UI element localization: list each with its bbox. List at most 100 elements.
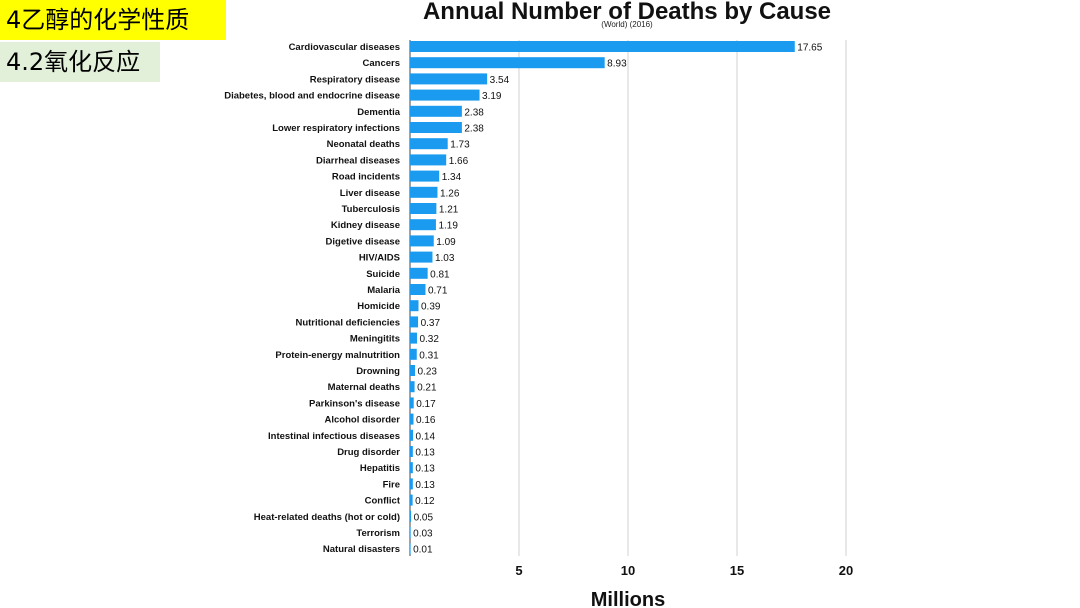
category-label: Respiratory disease bbox=[310, 74, 400, 85]
x-tick-label: 15 bbox=[730, 563, 744, 578]
category-label: Fire bbox=[383, 479, 400, 490]
bar bbox=[410, 154, 447, 166]
category-label: Protein-energy malnutrition bbox=[275, 350, 400, 361]
bar bbox=[410, 203, 437, 214]
bar bbox=[410, 397, 414, 409]
bar bbox=[410, 73, 488, 85]
bar bbox=[410, 365, 416, 376]
value-label: 1.09 bbox=[436, 237, 456, 248]
value-label: 1.34 bbox=[442, 172, 462, 183]
value-label: 0.21 bbox=[417, 383, 437, 394]
bar bbox=[410, 89, 480, 101]
bar bbox=[410, 300, 419, 312]
category-label: Meningitits bbox=[350, 334, 400, 345]
value-label: 3.19 bbox=[482, 91, 502, 102]
value-label: 0.01 bbox=[413, 545, 433, 556]
value-label: 2.38 bbox=[464, 107, 484, 118]
value-label: 3.54 bbox=[490, 75, 510, 86]
bar bbox=[410, 446, 413, 457]
category-label: Terrorism bbox=[356, 528, 400, 539]
category-label: Lower respiratory infections bbox=[272, 123, 400, 134]
category-label: Intestinal infectious diseases bbox=[268, 431, 400, 442]
x-tick-label: 20 bbox=[839, 563, 853, 578]
value-label: 1.73 bbox=[450, 140, 470, 151]
category-label: Dementia bbox=[357, 107, 400, 118]
value-label: 1.21 bbox=[439, 205, 459, 216]
category-label: Maternal deaths bbox=[328, 382, 400, 393]
category-label: Alcohol disorder bbox=[325, 415, 401, 426]
category-label: Parkinson's disease bbox=[309, 398, 400, 409]
value-label: 1.26 bbox=[440, 188, 460, 199]
bar bbox=[410, 105, 462, 117]
category-label: Natural disasters bbox=[323, 544, 400, 555]
x-axis-label: Millions bbox=[591, 589, 665, 608]
category-label: Tuberculosis bbox=[342, 204, 400, 215]
bar bbox=[410, 429, 414, 441]
bar bbox=[410, 57, 605, 69]
category-label: Hepatitis bbox=[360, 463, 400, 474]
bar bbox=[410, 138, 448, 150]
value-label: 0.23 bbox=[418, 367, 438, 378]
bar-group: Cardiovascular diseases 17.65 Cancers 8.93 R… bbox=[224, 41, 823, 556]
x-tick-group: 5 10 15 20 bbox=[515, 563, 853, 578]
bar bbox=[410, 122, 462, 133]
bar bbox=[410, 527, 411, 538]
bar bbox=[410, 170, 440, 182]
bar bbox=[410, 543, 411, 555]
bar bbox=[410, 235, 434, 247]
bar bbox=[410, 284, 426, 295]
category-label: Liver disease bbox=[340, 188, 400, 199]
value-label: 0.37 bbox=[421, 318, 441, 329]
x-tick-label: 5 bbox=[515, 563, 522, 578]
chart-grid bbox=[518, 40, 847, 556]
value-label: 0.03 bbox=[413, 529, 433, 540]
category-label: Cancers bbox=[363, 58, 401, 69]
value-label: 0.71 bbox=[428, 286, 448, 297]
bar bbox=[410, 316, 419, 328]
bar bbox=[410, 381, 415, 393]
value-label: 0.05 bbox=[414, 512, 434, 523]
value-label: 8.93 bbox=[607, 59, 627, 70]
value-label: 2.38 bbox=[464, 124, 484, 135]
category-label: Digetive disease bbox=[326, 236, 400, 247]
bar bbox=[410, 494, 413, 506]
value-label: 0.81 bbox=[430, 269, 450, 280]
bar bbox=[410, 332, 417, 344]
value-label: 0.31 bbox=[419, 350, 439, 361]
category-label: Neonatal deaths bbox=[327, 139, 400, 150]
category-label: Cardiovascular diseases bbox=[289, 42, 400, 53]
section-tag-ethanol-properties: 4乙醇的化学性质 bbox=[0, 0, 226, 40]
category-label: Nutritional deficiencies bbox=[295, 317, 400, 328]
x-tick-label: 10 bbox=[621, 563, 635, 578]
chart-title: Annual Number of Deaths by Cause bbox=[423, 0, 831, 25]
bar bbox=[410, 251, 433, 263]
value-label: 0.17 bbox=[416, 399, 436, 410]
category-label: Diabetes, blood and endocrine disease bbox=[224, 91, 400, 102]
value-label: 0.13 bbox=[415, 464, 435, 475]
value-label: 0.12 bbox=[415, 496, 435, 507]
category-label: Drug disorder bbox=[337, 447, 400, 458]
section-tag-oxidation: 4.2氧化反应 bbox=[0, 42, 160, 82]
bar bbox=[410, 478, 413, 490]
bar bbox=[410, 462, 413, 474]
chart-subtitle: (World) (2016) bbox=[601, 20, 653, 29]
category-label: Kidney disease bbox=[331, 220, 400, 231]
value-label: 1.66 bbox=[449, 156, 469, 167]
category-label: Malaria bbox=[367, 285, 400, 296]
value-label: 17.65 bbox=[797, 43, 822, 54]
value-label: 0.13 bbox=[415, 480, 435, 491]
value-label: 0.16 bbox=[416, 415, 436, 426]
category-label: Drowning bbox=[356, 366, 400, 377]
bar bbox=[410, 219, 436, 231]
bar bbox=[410, 413, 414, 425]
category-label: Diarrheal diseases bbox=[316, 155, 400, 166]
category-label: Road incidents bbox=[332, 172, 400, 183]
category-label: Homicide bbox=[357, 301, 400, 312]
category-label: Suicide bbox=[366, 269, 400, 280]
value-label: 0.13 bbox=[415, 448, 435, 459]
category-label: HIV/AIDS bbox=[359, 253, 400, 264]
bar bbox=[410, 510, 412, 522]
value-label: 1.03 bbox=[435, 253, 455, 264]
bar bbox=[410, 41, 795, 52]
bar bbox=[410, 186, 438, 198]
